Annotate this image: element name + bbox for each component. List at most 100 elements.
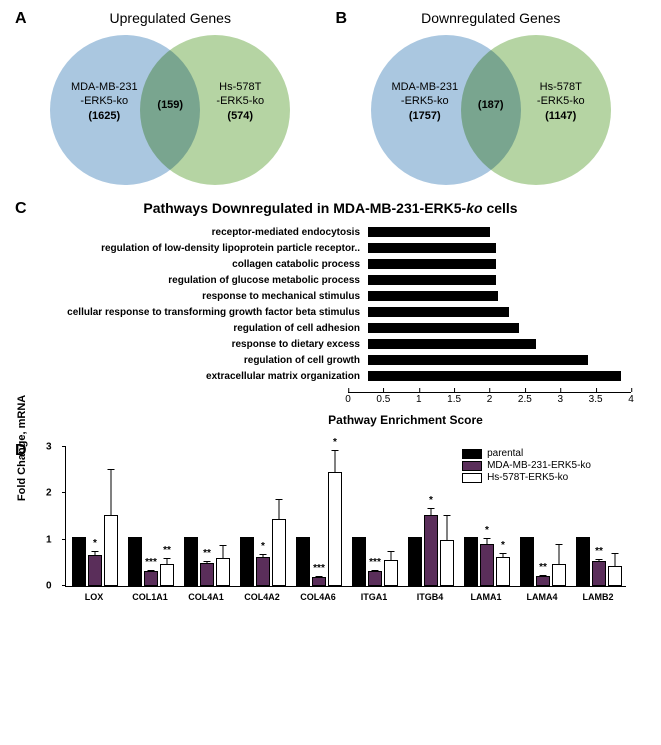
vbar-ytick-line (62, 446, 66, 447)
venn-a-overlap: (159) (155, 98, 185, 112)
vbar: ** (536, 576, 550, 586)
vbar-group: **** (296, 472, 342, 586)
vbar (576, 537, 590, 586)
vbar-group: * (408, 515, 454, 586)
hbar-row: extracellular matrix organization (30, 369, 631, 383)
vbar (240, 537, 254, 586)
hbar-track (368, 307, 631, 317)
vbar-errorbar (207, 561, 208, 564)
legend-item: parental (462, 448, 591, 459)
hbar-row: receptor-mediated endocytosis (30, 225, 631, 239)
hbar-tick: 3.5 (589, 389, 603, 405)
vbar (216, 558, 230, 586)
hbar-label: regulation of cell adhesion (30, 323, 368, 334)
vbar-significance: * (501, 540, 505, 551)
venn-b-overlap-count: (187) (478, 99, 504, 111)
panel-a-title: Upregulated Genes (10, 10, 331, 26)
legend-item: Hs-578T-ERK5-ko (462, 472, 591, 483)
vbar-xlabel: COL4A6 (300, 592, 336, 602)
vbar-errorbar (543, 575, 544, 577)
venn-b-left-count: (1757) (409, 110, 441, 122)
vbar-ytick: 3 (46, 442, 52, 453)
hbar-fill (368, 307, 509, 317)
vbar-xlabel: ITGA1 (361, 592, 388, 602)
legend-label: Hs-578T-ERK5-ko (487, 472, 568, 483)
vbar (72, 537, 86, 586)
vbar-group: * (72, 515, 118, 586)
vbar-errorbar (263, 554, 264, 559)
vbar-significance: * (93, 538, 97, 549)
hbar-row: regulation of cell adhesion (30, 321, 631, 335)
hbar-xlabel: Pathway Enrichment Score (160, 413, 651, 427)
vbar: *** (144, 571, 158, 586)
vbar (352, 537, 366, 586)
vbar-significance: * (333, 437, 337, 448)
venn-b-left-text: MDA-MB-231-ERK5-ko (1757) (385, 80, 465, 123)
hbar-row: regulation of low-density lipoprotein pa… (30, 241, 631, 255)
vbar-errorbar (447, 515, 448, 541)
vbar (552, 564, 566, 586)
panel-a-label: A (15, 10, 27, 28)
vbar-ytick: 1 (46, 534, 52, 545)
hbar-track (368, 227, 631, 237)
hbar-fill (368, 275, 496, 285)
venn-b-left-label: MDA-MB-231-ERK5-ko (391, 81, 458, 107)
venn-a-left-label: MDA-MB-231-ERK5-ko (71, 81, 138, 107)
vbar-errorbar (151, 570, 152, 572)
hbar-fill (368, 259, 496, 269)
vbar-errorbar (487, 538, 488, 545)
hbar-fill (368, 355, 588, 365)
hbar-fill (368, 243, 496, 253)
vbar-group: ** (464, 537, 510, 586)
vbar-xlabel: LAMA1 (471, 592, 502, 602)
vbar-significance: ** (539, 562, 547, 573)
vbar-significance: * (485, 525, 489, 536)
vbar-group: * (240, 519, 286, 586)
hbar-row: regulation of glucose metabolic process (30, 273, 631, 287)
vbar (608, 566, 622, 586)
vbar (272, 519, 286, 586)
vbar: * (328, 472, 342, 586)
hbar-row: collagen catabolic process (30, 257, 631, 271)
hbar-tick: 0 (345, 389, 351, 405)
legend: parentalMDA-MB-231-ERK5-koHs-578T-ERK5-k… (462, 447, 591, 484)
hbar-label: response to mechanical stimulus (30, 291, 368, 302)
vbar-xlabel: COL4A1 (188, 592, 224, 602)
vbar-errorbar (223, 545, 224, 559)
hbar-tick: 0.5 (376, 389, 390, 405)
hbar-tick: 1.5 (447, 389, 461, 405)
hbar-fill (368, 323, 519, 333)
vbar (408, 537, 422, 586)
vbar (384, 560, 398, 586)
vbar: * (496, 557, 510, 586)
vbar: * (480, 544, 494, 586)
figure-root: A Upregulated Genes MDA-MB-231-ERK5-ko (… (10, 10, 651, 612)
panel-b: B Downregulated Genes MDA-MB-231-ERK5-ko… (331, 10, 652, 190)
hbar-label: receptor-mediated endocytosis (30, 227, 368, 238)
vbar-chart: Fold Change, mRNA 0123*LOX*****COL1A1**C… (30, 442, 631, 612)
hbar-track (368, 355, 631, 365)
venn-a-left-text: MDA-MB-231-ERK5-ko (1625) (64, 80, 144, 123)
hbar-track (368, 259, 631, 269)
vbar-ytick-line (62, 492, 66, 493)
vbar-errorbar (111, 469, 112, 516)
vbar-xlabel: LOX (85, 592, 104, 602)
vbar-significance: * (429, 495, 433, 506)
legend-label: MDA-MB-231-ERK5-ko (487, 460, 591, 471)
hbar-track (368, 323, 631, 333)
panel-row-ab: A Upregulated Genes MDA-MB-231-ERK5-ko (… (10, 10, 651, 190)
vbar-significance: ** (595, 546, 603, 557)
vbar: * (88, 555, 102, 586)
hbar-axis: 00.511.522.533.54 (348, 392, 631, 413)
hbar-tick: 2.5 (518, 389, 532, 405)
venn-a-right-count: (574) (227, 110, 253, 122)
vbar-errorbar (279, 499, 280, 520)
panel-c-label: C (15, 200, 27, 218)
hbar-fill (368, 227, 490, 237)
venn-a-overlap-count: (159) (157, 99, 183, 111)
vbar-ytick: 0 (46, 581, 52, 592)
vbar-errorbar (319, 576, 320, 578)
panel-c: C Pathways Downregulated in MDA-MB-231-E… (10, 200, 651, 427)
venn-b: MDA-MB-231-ERK5-ko (1757) (187) Hs-578T-… (351, 30, 631, 190)
vbar (520, 537, 534, 586)
